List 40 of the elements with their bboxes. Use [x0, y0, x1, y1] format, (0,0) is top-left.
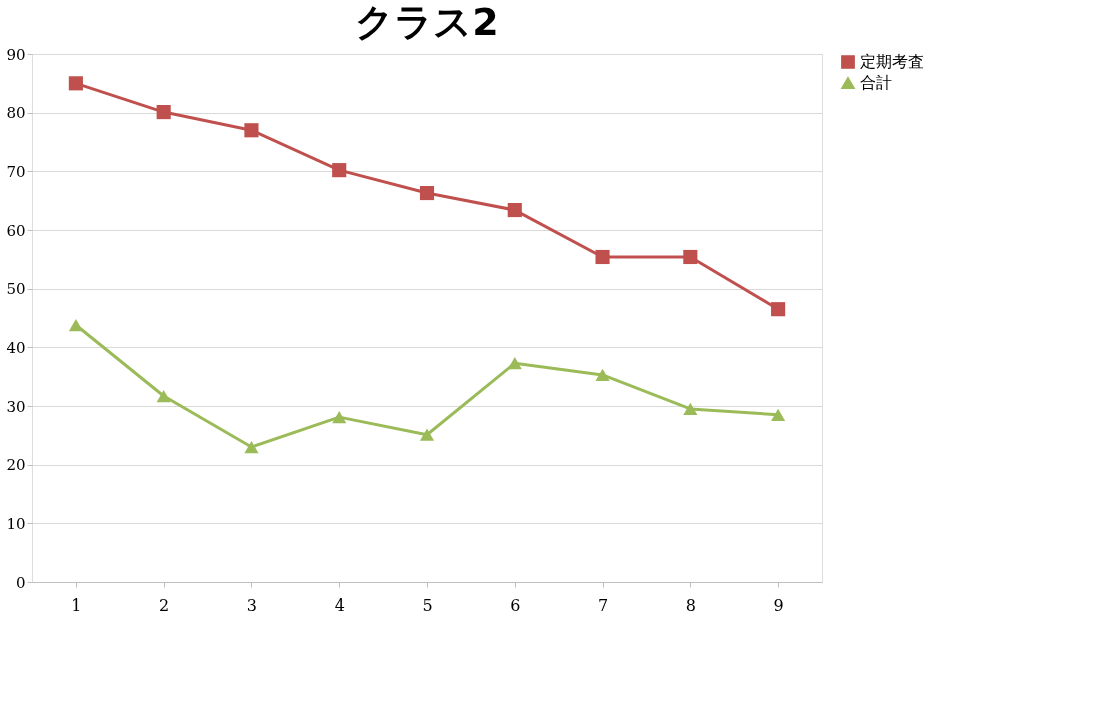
point — [507, 357, 522, 370]
point — [244, 440, 259, 454]
chart-title: クラス2 — [355, 0, 499, 44]
x-tick-label: 3 — [246, 595, 258, 615]
point — [683, 249, 698, 265]
y-tick-label: 70 — [6, 162, 26, 181]
y-tick-label: 50 — [6, 280, 26, 299]
x-tick-label: 6 — [510, 595, 521, 615]
y-tick-label: 0 — [15, 573, 26, 592]
y-tick-label: 10 — [6, 514, 26, 533]
legend-label: 合計 — [860, 73, 892, 92]
point — [595, 368, 610, 382]
point — [595, 249, 610, 265]
y-tick-label: 20 — [6, 456, 26, 475]
y-tick-label: 90 — [6, 45, 26, 64]
x-tick-label: 9 — [773, 595, 784, 615]
x-tick-label: 2 — [159, 595, 170, 615]
point — [332, 163, 347, 178]
y-tick-label: 30 — [6, 397, 26, 416]
x-tick-label: 8 — [685, 595, 696, 615]
point — [419, 428, 435, 441]
point — [156, 389, 171, 403]
point — [683, 402, 698, 416]
y-tick-label: 80 — [6, 104, 26, 123]
point — [771, 302, 786, 317]
point — [507, 202, 522, 218]
point — [68, 318, 83, 332]
y-tick-label: 60 — [6, 221, 26, 240]
point — [68, 76, 83, 91]
point — [244, 123, 259, 138]
point — [332, 411, 347, 424]
y-tick-label: 40 — [6, 338, 26, 357]
x-tick-label: 5 — [422, 595, 433, 615]
point — [156, 105, 171, 120]
x-tick-label: 4 — [334, 595, 345, 615]
x-tick-label: 1 — [71, 595, 82, 615]
point — [771, 408, 786, 421]
legend-label: 定期考査 — [860, 52, 924, 71]
point — [419, 185, 435, 201]
x-tick-label: 7 — [597, 595, 609, 615]
